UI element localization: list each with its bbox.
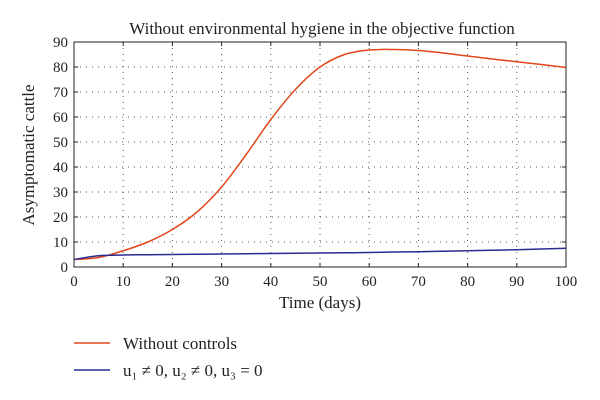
x-tick-label: 30 (214, 274, 229, 290)
y-tick-label: 60 (53, 110, 68, 126)
x-tick-label: 50 (313, 274, 328, 290)
y-tick-label: 40 (53, 160, 68, 176)
legend: Without controls u₁ ≠ 0, u₂ ≠ 0, u₃ = 0 (74, 334, 263, 380)
legend-label-1: Without controls (123, 334, 237, 353)
x-tick-label: 20 (165, 274, 180, 290)
x-tick-label: 70 (411, 274, 426, 290)
y-tick-label: 80 (53, 60, 68, 76)
y-tick-label: 70 (53, 85, 68, 101)
y-tick-label: 30 (53, 185, 68, 201)
y-tick-label: 10 (53, 235, 68, 251)
legend-label-2: u₁ ≠ 0, u₂ ≠ 0, u₃ = 0 (123, 361, 263, 380)
chart-title: Without environmental hygiene in the obj… (129, 19, 515, 38)
grid (74, 42, 566, 267)
series-line-2 (73, 247, 567, 261)
y-tick-label: 50 (53, 135, 68, 151)
y-tick-label: 0 (61, 260, 69, 276)
x-tick-label: 40 (263, 274, 278, 290)
x-tick-label: 100 (555, 274, 578, 290)
x-tick-label: 80 (460, 274, 475, 290)
x-axis-title: Time (days) (279, 293, 361, 312)
series-line-1 (73, 48, 567, 261)
x-tick-label: 0 (70, 274, 78, 290)
y-tick-label: 90 (53, 35, 68, 51)
x-tick-label: 90 (509, 274, 524, 290)
series-lines (73, 48, 567, 261)
y-tick-label: 20 (53, 210, 68, 226)
axis-ticks: 0 10 20 30 40 50 60 70 80 90 100 0 10 20 30 40 50 60 70 80 9… (53, 35, 577, 290)
x-tick-label: 10 (116, 274, 131, 290)
x-tick-label: 60 (362, 274, 377, 290)
y-axis-title: Asymptomatic cattle (19, 84, 38, 225)
plot-frame (73, 41, 567, 268)
